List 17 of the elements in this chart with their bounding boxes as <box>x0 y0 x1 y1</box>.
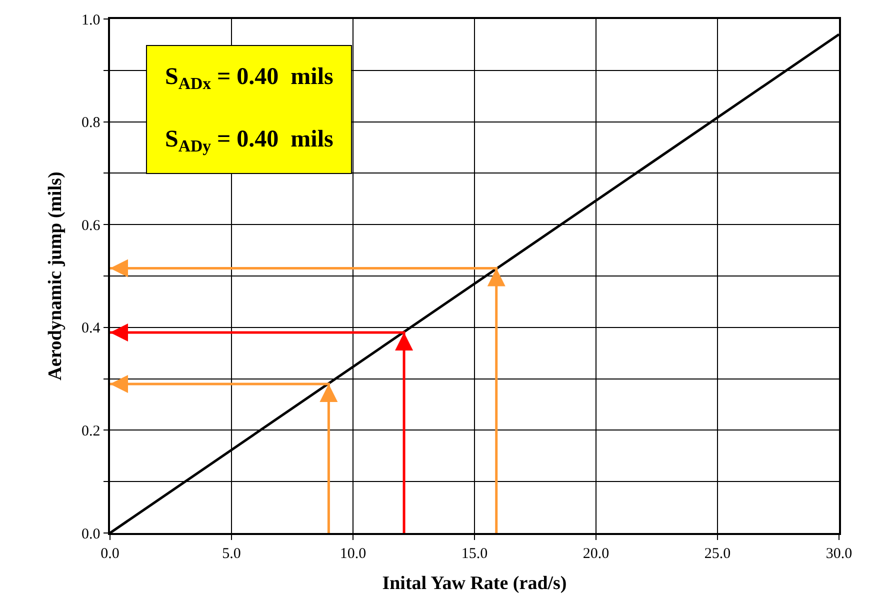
x-tick-label: 10.0 <box>340 546 366 562</box>
y-axis-title: Aerodynamic jump (mils) <box>44 172 66 380</box>
annotation: S$_{ADx}$ = 0.40 mils <box>165 64 334 94</box>
x-tick-label: 30.0 <box>826 546 852 562</box>
annotation: S$_{ADy}$ = 0.40 mils <box>165 126 334 156</box>
y-tick-label: 0.6 <box>82 218 101 234</box>
x-tick-label: 0.0 <box>100 546 120 562</box>
y-tick-label: 0.0 <box>82 526 100 542</box>
y-tick-label: 0.4 <box>82 320 101 337</box>
y-tick-label: 0.8 <box>82 115 100 132</box>
x-tick-label: 25.0 <box>704 546 731 562</box>
y-tick-label: 1.0 <box>82 12 100 28</box>
x-tick-label: 15.0 <box>461 546 488 562</box>
x-axis-title: Inital Yaw Rate (rad/s) <box>382 573 567 594</box>
x-tick-label: 5.0 <box>222 546 241 562</box>
x-tick-label: 20.0 <box>582 546 610 562</box>
y-tick-label: 0.2 <box>82 423 100 440</box>
